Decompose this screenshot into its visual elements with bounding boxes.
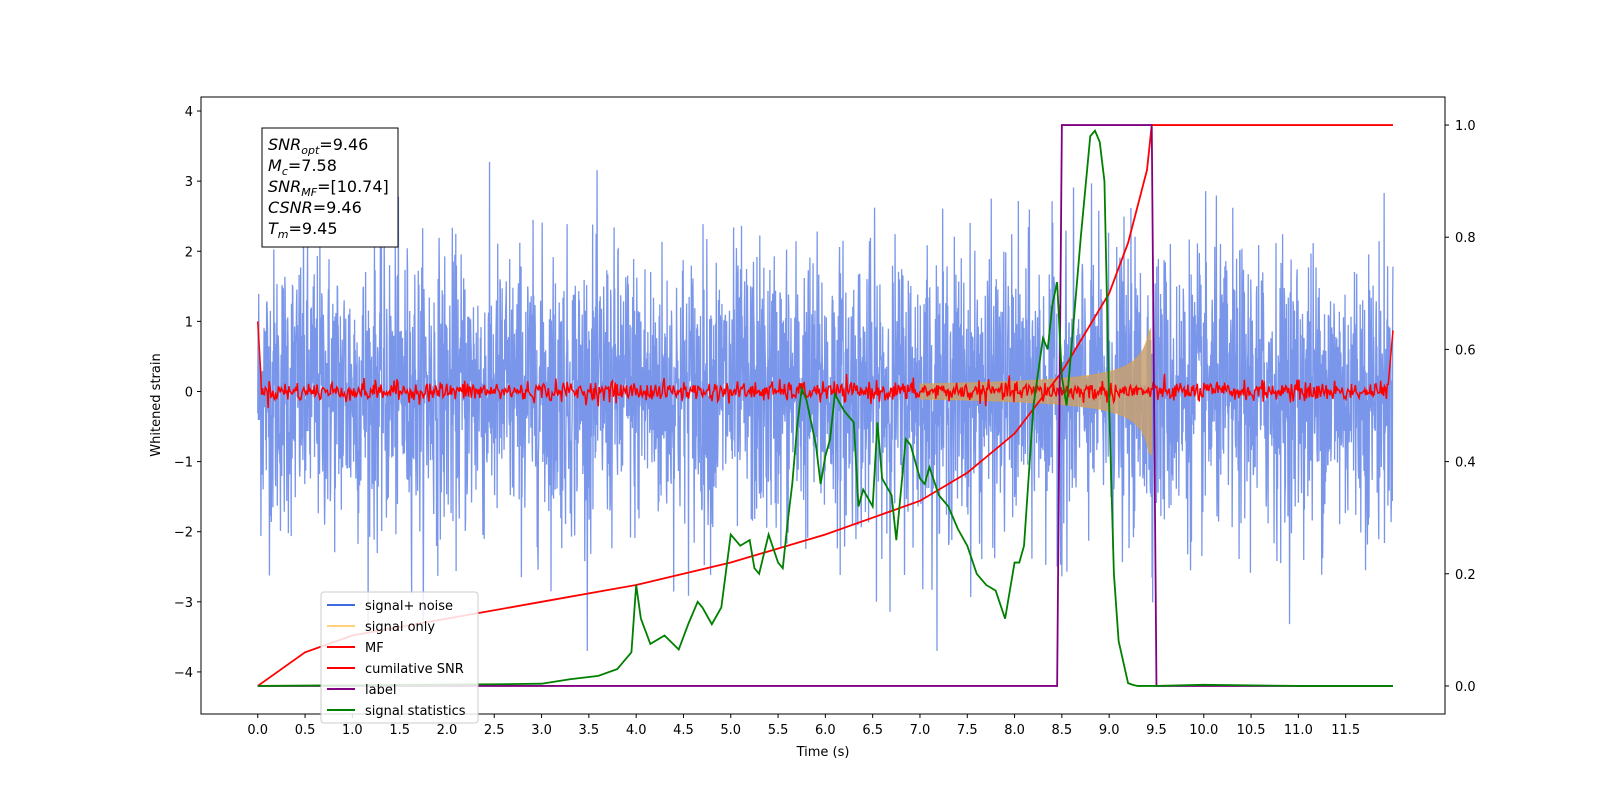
- y-tick-label: 1: [185, 315, 193, 330]
- y-axis-label: Whitened strain: [149, 353, 164, 456]
- x-tick-label: 9.5: [1146, 723, 1167, 738]
- x-tick-label: 2.5: [484, 723, 505, 738]
- stat-line: CSNR=9.46: [268, 198, 362, 217]
- y-tick-label: 4: [185, 105, 193, 120]
- right-y-tick-label: 0.6: [1455, 343, 1476, 358]
- x-tick-label: 7.5: [957, 723, 978, 738]
- stats-box: SNRopt=9.46Mc=7.58SNRMF=[10.74]CSNR=9.46…: [261, 127, 399, 248]
- x-tick-label: 3.5: [579, 723, 600, 738]
- y-tick-label: 3: [185, 175, 193, 190]
- x-tick-label: 0.5: [295, 723, 316, 738]
- x-tick-label: 6.5: [862, 723, 883, 738]
- x-tick-label: 8.0: [1004, 723, 1025, 738]
- series-label: [257, 124, 1393, 687]
- x-tick-label: 10.0: [1189, 723, 1218, 738]
- x-tick-label: 0.0: [247, 723, 268, 738]
- x-tick-label: 11.0: [1284, 723, 1313, 738]
- series-mf: [257, 321, 1394, 409]
- y-tick-label: −2: [174, 526, 193, 541]
- x-tick-label: 7.0: [910, 723, 931, 738]
- x-tick-label: 4.5: [673, 723, 694, 738]
- x-tick-label: 3.0: [531, 723, 552, 738]
- y-tick-label: 0: [185, 385, 193, 400]
- legend-label: cumilative SNR: [365, 662, 464, 677]
- x-tick-label: 9.0: [1099, 723, 1120, 738]
- x-tick-label: 4.0: [626, 723, 647, 738]
- x-tick-label: 5.0: [720, 723, 741, 738]
- legend-frame: [320, 591, 479, 724]
- legend-label: signal statistics: [365, 704, 466, 719]
- legend-label: MF: [365, 641, 384, 656]
- y-tick-label: −4: [174, 666, 193, 681]
- x-tick-label: 5.5: [768, 723, 789, 738]
- y-tick-label: −1: [174, 456, 193, 471]
- stats-box-frame: [261, 127, 399, 248]
- x-tick-label: 11.5: [1331, 723, 1360, 738]
- series-signal-noise: [257, 161, 1394, 651]
- y-tick-label: −3: [174, 596, 193, 611]
- right-y-tick-label: 0.0: [1455, 680, 1476, 695]
- legend: signal+ noise signal only MF cumilative SNR…: [320, 591, 479, 724]
- right-y-tick-label: 0.4: [1455, 456, 1476, 471]
- x-tick-label: 2.0: [437, 723, 458, 738]
- legend-label: signal+ noise: [365, 599, 453, 614]
- x-tick-label: 8.5: [1052, 723, 1073, 738]
- plot-frame: [200, 96, 1446, 715]
- x-tick-label: 6.0: [815, 723, 836, 738]
- x-tick-label: 1.5: [389, 723, 410, 738]
- y-tick-label: 2: [185, 245, 193, 260]
- x-tick-label: 10.5: [1237, 723, 1266, 738]
- stat-line: Mc=7.58: [268, 156, 337, 178]
- right-y-tick-label: 0.2: [1455, 568, 1476, 583]
- x-axis-label: Time (s): [796, 745, 850, 760]
- ticks-layer: 0.0 0.5 1.0 1.5 2.0 2.5 3.0 3.5 4.0 4.5 5.0 5.5 6.0 6…: [174, 105, 1476, 738]
- stat-line: SNRopt=9.46: [268, 135, 368, 157]
- right-y-tick-label: 0.8: [1455, 231, 1476, 246]
- right-y-tick-label: 1.0: [1455, 119, 1476, 134]
- stat-line: SNRMF=[10.74]: [268, 177, 389, 199]
- legend-label: signal only: [365, 620, 435, 635]
- series-signal-statistics: [257, 128, 1393, 687]
- x-tick-label: 1.0: [342, 723, 363, 738]
- stat-line: Tm=9.45: [268, 219, 338, 241]
- legend-label: label: [365, 683, 396, 698]
